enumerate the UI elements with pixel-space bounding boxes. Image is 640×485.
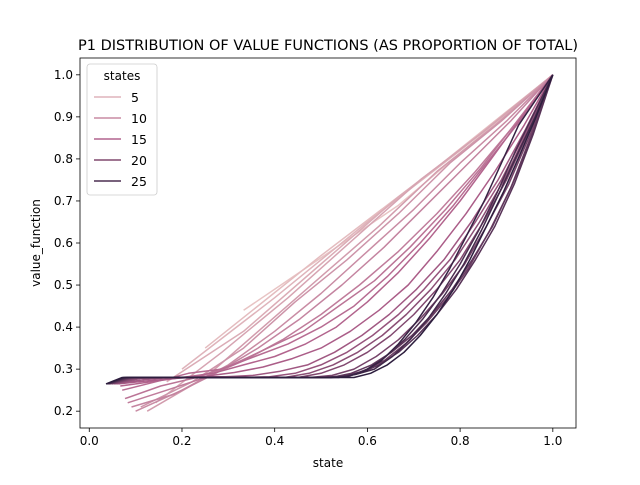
- legend-label-25: 25: [131, 174, 147, 189]
- legend-label-15: 15: [131, 132, 147, 147]
- y-tick-label: 0.9: [54, 110, 73, 124]
- x-tick-label: 0.8: [451, 434, 470, 448]
- series-line-states-12: [127, 74, 554, 404]
- y-tick-label: 0.2: [54, 404, 73, 418]
- y-axis-ticks: 0.2 0.3 0.4 0.5 0.6 0.7 0.8 0.9 1.0: [54, 68, 80, 418]
- y-tick-label: 0.7: [54, 194, 73, 208]
- series-line-states-14: [122, 74, 554, 391]
- series-line-states-11: [131, 74, 554, 408]
- legend-title: states: [104, 69, 141, 83]
- y-tick-label: 1.0: [54, 68, 73, 82]
- series-lines: [105, 74, 554, 412]
- legend-label-20: 20: [131, 153, 147, 168]
- x-axis-label: state: [313, 456, 343, 470]
- series-line-states-28: [105, 74, 554, 385]
- x-tick-label: 0.4: [265, 434, 284, 448]
- y-tick-label: 0.8: [54, 152, 73, 166]
- x-tick-label: 1.0: [543, 434, 562, 448]
- series-line-states-15: [120, 74, 554, 387]
- series-line-states-4: [204, 74, 554, 349]
- x-tick-label: 0.0: [80, 434, 99, 448]
- legend: states 5 10 15 20 25: [86, 63, 158, 196]
- legend-label-5: 5: [131, 90, 139, 105]
- y-tick-label: 0.4: [54, 320, 73, 334]
- x-tick-label: 0.6: [358, 434, 377, 448]
- legend-entries: 5 10 15 20 25: [94, 90, 147, 189]
- y-tick-label: 0.3: [54, 362, 73, 376]
- legend-label-10: 10: [131, 111, 147, 126]
- x-tick-label: 0.2: [172, 434, 191, 448]
- series-line-states-8: [146, 74, 554, 412]
- series-line-states-7: [155, 74, 554, 404]
- y-axis-label: value_function: [29, 199, 43, 287]
- y-tick-label: 0.6: [54, 236, 73, 250]
- y-tick-label: 0.5: [54, 278, 73, 292]
- x-axis-ticks: 0.0 0.2 0.4 0.6 0.8 1.0: [80, 428, 562, 448]
- chart-title: P1 DISTRIBUTION OF VALUE FUNCTIONS (AS P…: [78, 38, 578, 54]
